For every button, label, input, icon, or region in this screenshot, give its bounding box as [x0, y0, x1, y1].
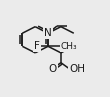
Text: O: O [49, 64, 57, 74]
Text: N: N [44, 28, 52, 38]
Text: OH: OH [69, 64, 85, 74]
Text: CH₃: CH₃ [61, 42, 77, 51]
Text: F: F [34, 41, 40, 51]
